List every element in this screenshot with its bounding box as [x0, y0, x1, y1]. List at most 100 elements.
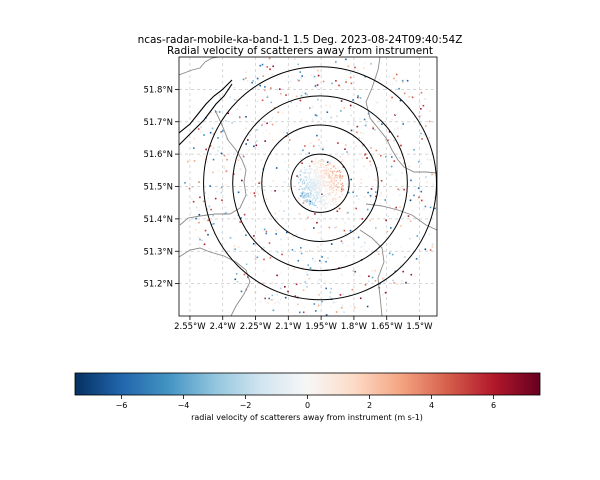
velocity-point: [261, 99, 264, 102]
velocity-point: [248, 206, 250, 209]
velocity-point: [306, 185, 308, 188]
velocity-point: [254, 195, 256, 197]
velocity-point: [380, 180, 383, 182]
velocity-point: [384, 199, 387, 201]
velocity-point: [234, 152, 236, 155]
velocity-point: [231, 260, 233, 262]
colorbar-gradient: [75, 373, 540, 395]
velocity-point: [312, 198, 314, 200]
velocity-point: [300, 119, 303, 121]
velocity-point: [315, 186, 318, 188]
velocity-point: [374, 269, 376, 272]
velocity-point: [329, 200, 331, 203]
velocity-point: [300, 178, 302, 180]
velocity-point: [309, 200, 312, 203]
velocity-point: [335, 189, 338, 191]
velocity-point: [376, 114, 378, 116]
velocity-point: [323, 173, 325, 175]
velocity-point: [420, 91, 423, 94]
velocity-point: [447, 208, 449, 210]
velocity-point: [360, 182, 363, 184]
velocity-point: [347, 123, 350, 125]
velocity-point: [435, 202, 437, 204]
velocity-point: [395, 113, 397, 115]
velocity-point: [205, 148, 207, 151]
velocity-point: [411, 96, 414, 99]
velocity-point: [409, 220, 412, 222]
velocity-point: [307, 200, 309, 202]
velocity-point: [328, 174, 330, 177]
velocity-point: [297, 63, 299, 66]
velocity-point: [295, 95, 298, 98]
velocity-point: [368, 176, 370, 178]
velocity-point: [310, 170, 312, 173]
velocity-point: [328, 187, 331, 189]
velocity-point: [367, 280, 370, 283]
velocity-point: [308, 163, 310, 165]
velocity-point: [290, 101, 293, 103]
velocity-point: [274, 61, 276, 64]
velocity-point: [299, 99, 302, 102]
velocity-point: [330, 170, 332, 172]
velocity-point: [323, 195, 325, 197]
velocity-point: [311, 191, 313, 193]
velocity-point: [322, 179, 324, 182]
velocity-point: [314, 182, 316, 184]
velocity-point: [284, 296, 287, 299]
velocity-point: [265, 198, 268, 201]
velocity-point: [342, 166, 345, 168]
velocity-point: [293, 268, 295, 271]
velocity-point: [246, 80, 249, 82]
velocity-point: [314, 170, 316, 172]
velocity-point: [322, 238, 324, 241]
velocity-point: [271, 117, 274, 119]
velocity-point: [210, 112, 213, 114]
velocity-point: [213, 259, 216, 262]
velocity-point: [332, 197, 334, 199]
velocity-point: [300, 77, 302, 80]
velocity-point: [305, 177, 308, 179]
velocity-point: [448, 165, 450, 167]
velocity-point: [354, 66, 356, 69]
velocity-point: [263, 89, 266, 92]
velocity-point: [291, 249, 294, 251]
velocity-point: [347, 65, 350, 68]
velocity-point: [313, 195, 315, 197]
velocity-point: [318, 294, 320, 296]
velocity-point: [324, 187, 327, 189]
velocity-point: [198, 209, 200, 212]
velocity-point: [327, 180, 329, 182]
velocity-point: [254, 238, 256, 241]
velocity-point: [311, 162, 313, 165]
velocity-point: [258, 181, 261, 184]
velocity-point: [321, 163, 323, 165]
x-tick-label: 1.8°W: [341, 322, 368, 332]
velocity-point: [316, 192, 318, 194]
velocity-point: [370, 196, 372, 199]
velocity-point: [242, 78, 245, 81]
velocity-point: [319, 49, 321, 51]
velocity-point: [335, 198, 337, 200]
velocity-point: [331, 188, 333, 190]
severn-estuary-south: [179, 83, 233, 146]
velocity-point: [236, 281, 239, 283]
velocity-point: [199, 196, 201, 199]
velocity-point: [323, 192, 325, 194]
velocity-point: [317, 192, 319, 194]
velocity-point: [283, 181, 286, 184]
velocity-point: [243, 273, 246, 276]
velocity-point: [217, 169, 220, 172]
velocity-point: [192, 200, 195, 203]
velocity-point: [316, 166, 319, 168]
velocity-point: [428, 120, 431, 123]
velocity-point: [269, 68, 271, 71]
velocity-point: [225, 184, 227, 186]
velocity-point: [226, 212, 228, 214]
velocity-point: [300, 169, 302, 172]
velocity-point: [319, 196, 321, 198]
velocity-point: [351, 238, 353, 240]
velocity-point: [410, 179, 412, 182]
velocity-point: [282, 190, 285, 193]
velocity-point: [286, 231, 288, 234]
velocity-point: [311, 119, 314, 121]
